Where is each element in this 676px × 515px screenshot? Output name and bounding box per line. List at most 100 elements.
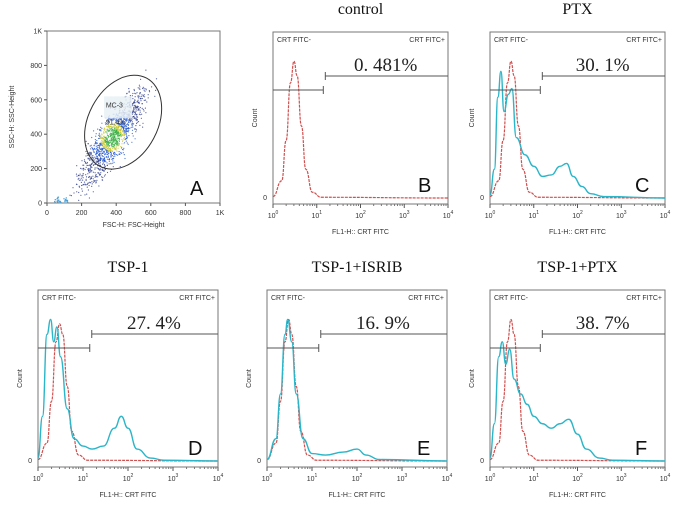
scatter-point xyxy=(123,154,125,156)
scatter-point xyxy=(133,88,135,91)
scatter-point xyxy=(111,144,113,146)
x-tick-label: 103 xyxy=(168,473,179,483)
scatter-point xyxy=(86,162,88,165)
scatter-point xyxy=(117,154,119,156)
scatter-point xyxy=(113,125,115,127)
scatter-point xyxy=(117,126,120,128)
scatter-point xyxy=(108,158,111,160)
scatter-point xyxy=(64,200,66,203)
y-tick-label: 1K xyxy=(33,29,42,36)
scatter-point xyxy=(110,154,112,156)
x-tick-label: 100 xyxy=(485,210,496,220)
scatter-point xyxy=(136,119,138,121)
scatter-point xyxy=(124,133,126,135)
scatter-point xyxy=(118,131,120,133)
scatter-point xyxy=(132,109,134,111)
scatter-point xyxy=(96,151,98,153)
scatter-point xyxy=(125,127,127,129)
scatter-point xyxy=(126,142,128,144)
scatter-point xyxy=(100,159,102,161)
scatter-point xyxy=(112,157,114,160)
scatter-point xyxy=(112,137,115,139)
scatter-point xyxy=(94,167,96,169)
scatter-point xyxy=(138,108,140,110)
scatter-point xyxy=(137,96,139,98)
scatter-point xyxy=(97,161,99,163)
positive-percent: 0. 481% xyxy=(354,55,418,76)
scatter-point xyxy=(140,78,142,80)
x-tick-label: 104 xyxy=(660,473,671,483)
y-tick-label: 400 xyxy=(30,132,42,139)
scatter-point xyxy=(106,152,108,154)
scatter-point xyxy=(105,153,107,155)
scatter-point xyxy=(107,149,109,152)
scatter-point xyxy=(100,172,102,174)
scatter-point xyxy=(78,174,80,176)
scatter-point xyxy=(79,173,81,175)
panel-f: TSP-1+PTX CRT FITC- CRT FITC+ 38. 7% 0 100 101… xyxy=(469,259,671,499)
scatter-point xyxy=(106,145,109,147)
scatter-point xyxy=(99,146,101,148)
scatter-point xyxy=(125,137,128,140)
y-axis-label: SSC-H: SSC-Height xyxy=(9,86,16,149)
scatter-point xyxy=(81,184,83,187)
scatter-point xyxy=(84,194,86,196)
scatter-point xyxy=(90,177,92,180)
scatter-point xyxy=(121,126,123,128)
scatter-point xyxy=(122,129,124,131)
scatter-point xyxy=(92,178,94,180)
x-tick-label: 1K xyxy=(216,210,225,217)
y-zero-label: 0 xyxy=(263,195,267,202)
scatter-point xyxy=(82,177,84,179)
scatter-point xyxy=(98,132,100,134)
scatter-point xyxy=(121,148,124,151)
scatter-point xyxy=(101,179,103,181)
scatter-point xyxy=(80,179,82,181)
scatter-point xyxy=(96,167,98,169)
scatter-point xyxy=(112,146,114,148)
scatter-point xyxy=(101,147,104,150)
scatter-point xyxy=(108,124,110,127)
control-histogram-line xyxy=(489,318,666,462)
scatter-point xyxy=(103,137,105,139)
scatter-point xyxy=(94,143,96,145)
control-histogram-line xyxy=(37,323,219,462)
scatter-point xyxy=(141,113,143,115)
scatter-point xyxy=(118,122,120,125)
scatter-point xyxy=(114,153,116,155)
scatter-point xyxy=(118,139,120,142)
scatter-point xyxy=(115,128,117,130)
scatter-point xyxy=(135,117,137,119)
scatter-point xyxy=(141,107,143,109)
scatter-point xyxy=(92,171,94,173)
scatter-point xyxy=(100,138,102,140)
scatter-point xyxy=(114,137,116,139)
scatter-point xyxy=(56,201,58,203)
scatter-point xyxy=(134,107,136,109)
scatter-point xyxy=(110,152,112,154)
scatter-point xyxy=(85,174,87,176)
scatter-point xyxy=(123,124,125,126)
x-tick-label: 200 xyxy=(76,210,88,217)
scatter-point xyxy=(131,113,133,115)
scatter-point xyxy=(120,130,122,132)
panel-d: TSP-1 CRT FITC- CRT FITC+ 27. 4% 0 100 101 102 1… xyxy=(17,259,224,499)
scatter-point xyxy=(94,156,96,158)
scatter-point xyxy=(97,176,99,178)
scatter-point xyxy=(105,128,107,130)
scatter-point xyxy=(112,119,114,121)
scatter-point xyxy=(99,158,101,160)
scatter-point xyxy=(110,132,112,134)
scatter-point xyxy=(137,106,139,108)
scatter-point xyxy=(128,135,130,137)
panel-title: TSP-1 xyxy=(108,259,149,276)
scatter-point xyxy=(140,117,142,119)
panel-title: TSP-1+PTX xyxy=(537,259,618,276)
x-tick-label: 101 xyxy=(78,473,89,483)
scatter-point xyxy=(95,174,97,176)
scatter-point xyxy=(106,122,108,124)
x-tick-label: 104 xyxy=(660,210,671,220)
x-tick-label: 100 xyxy=(268,210,279,220)
scatter-point xyxy=(112,135,114,137)
